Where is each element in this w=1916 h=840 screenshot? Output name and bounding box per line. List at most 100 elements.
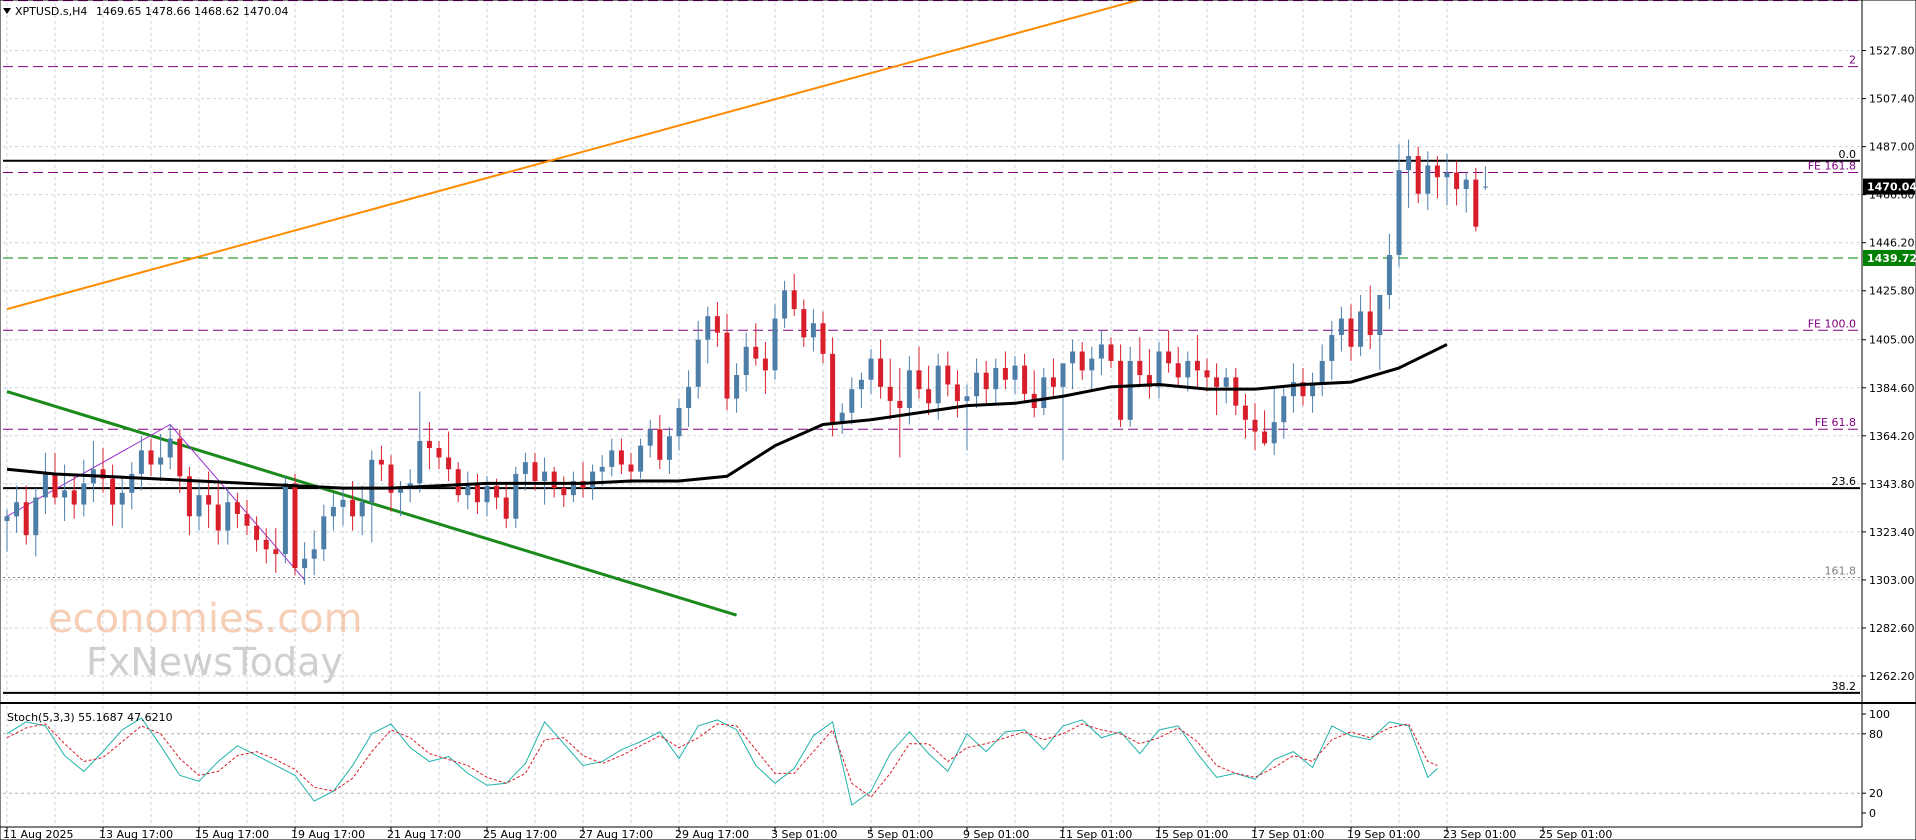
candle-body xyxy=(273,549,279,555)
candle-body xyxy=(753,346,759,359)
candle-body xyxy=(1377,294,1383,336)
candle-body xyxy=(1223,377,1229,387)
candle-body xyxy=(369,459,375,503)
candle-body xyxy=(561,488,567,496)
symbol-label: XPTUSD.s,H4 xyxy=(15,5,87,18)
orange-trendline xyxy=(6,0,1143,311)
candle-body xyxy=(1473,179,1479,227)
price-tick-label: 1527.80 xyxy=(1869,45,1915,58)
candle-body xyxy=(1482,186,1488,188)
level-label: 23.6 xyxy=(1832,475,1857,488)
ohlc-label: 1469.65 1478.66 1468.62 1470.04 xyxy=(96,5,288,18)
level-label: FE 161.8 xyxy=(1808,160,1856,173)
level-label: 38.2 xyxy=(1832,680,1857,693)
candle-body xyxy=(1358,311,1364,347)
candle-body xyxy=(1300,382,1306,397)
candle-body xyxy=(513,473,519,519)
candle-body xyxy=(244,513,250,526)
collapse-arrow-icon[interactable] xyxy=(3,8,11,14)
candle-body xyxy=(196,495,202,517)
candle-body xyxy=(42,473,48,498)
candle-body xyxy=(33,497,39,536)
candle-body xyxy=(1367,311,1373,336)
candle-body xyxy=(878,358,884,387)
candle-body xyxy=(590,471,596,489)
price-tick-label: 1507.40 xyxy=(1869,93,1915,106)
candle-body xyxy=(167,438,173,458)
moving-average xyxy=(6,343,1448,490)
candle-body xyxy=(62,490,68,498)
candle-body xyxy=(234,502,240,514)
candle-body xyxy=(494,485,500,498)
stochastic-label: Stoch(5,3,3) 55.1687 47.6210 xyxy=(7,711,173,724)
candle-body xyxy=(1070,351,1076,364)
candle-body xyxy=(551,471,557,489)
candle-body xyxy=(974,372,980,397)
candle-body xyxy=(292,483,298,569)
candle-body xyxy=(1060,363,1066,387)
candle-body xyxy=(839,412,845,423)
candle-body xyxy=(417,440,423,484)
candle-body xyxy=(897,400,903,409)
candle-body xyxy=(1022,365,1028,394)
candle-body xyxy=(993,367,999,390)
stoch-tick-label: 0 xyxy=(1869,807,1876,820)
candle-body xyxy=(254,525,260,540)
candle-body xyxy=(302,558,308,569)
candle-body xyxy=(657,429,663,460)
candle-body xyxy=(666,436,672,460)
candle-body xyxy=(119,492,125,505)
candle-body xyxy=(695,339,701,387)
candle-body xyxy=(734,375,740,399)
candle-body xyxy=(1194,360,1200,371)
candle-body xyxy=(1127,360,1133,420)
candle-body xyxy=(52,473,58,498)
candle-body xyxy=(474,483,480,503)
candle-body xyxy=(599,466,605,472)
stoch-tick-label: 80 xyxy=(1869,728,1883,741)
candle-body xyxy=(1079,351,1085,371)
candle-body xyxy=(935,365,941,404)
candle-body xyxy=(138,450,144,474)
time-tick-label: 25 Aug 17:00 xyxy=(483,828,557,840)
watermark-line2: FxNewsToday xyxy=(86,640,343,684)
candle-body xyxy=(71,490,77,505)
chart-header: XPTUSD.s,H4 1469.65 1478.66 1468.62 1470… xyxy=(3,5,288,18)
watermark-line1: economies.com xyxy=(48,596,363,642)
candle-body xyxy=(1108,344,1114,361)
level-label: 161.8 xyxy=(1825,565,1857,578)
candle-body xyxy=(1050,377,1056,387)
candle-body xyxy=(714,316,720,333)
candle-body xyxy=(916,370,922,390)
candle-body xyxy=(858,379,864,390)
candle-body xyxy=(436,448,442,458)
candle-body xyxy=(1166,351,1172,364)
candle-body xyxy=(455,469,461,496)
candle-body xyxy=(503,497,509,519)
candle-body xyxy=(225,502,231,531)
time-tick-label: 19 Aug 17:00 xyxy=(291,828,365,840)
candle-body xyxy=(1271,422,1277,444)
ma-line xyxy=(6,343,1448,490)
time-tick-label: 5 Sep 01:00 xyxy=(867,828,933,840)
price-tick-label: 1282.60 xyxy=(1869,622,1915,635)
time-tick-label: 23 Sep 01:00 xyxy=(1443,828,1516,840)
time-tick-label: 17 Sep 01:00 xyxy=(1251,828,1324,840)
level-label: FE 61.8 xyxy=(1815,416,1856,429)
candle-body xyxy=(359,502,365,517)
candle-body xyxy=(686,386,692,409)
time-tick-label: 19 Sep 01:00 xyxy=(1347,828,1420,840)
candle-body xyxy=(801,309,807,338)
candle-body xyxy=(1146,375,1152,387)
candle-body xyxy=(1098,344,1104,359)
candle-body xyxy=(1175,363,1181,378)
candle-body xyxy=(638,445,644,472)
candle-body xyxy=(618,450,624,465)
stoch-tick-label: 20 xyxy=(1869,787,1883,800)
price-tick-label: 1364.20 xyxy=(1869,430,1915,443)
candle-body xyxy=(1262,431,1268,444)
candle-body xyxy=(177,438,183,477)
candle-body xyxy=(1425,165,1431,194)
